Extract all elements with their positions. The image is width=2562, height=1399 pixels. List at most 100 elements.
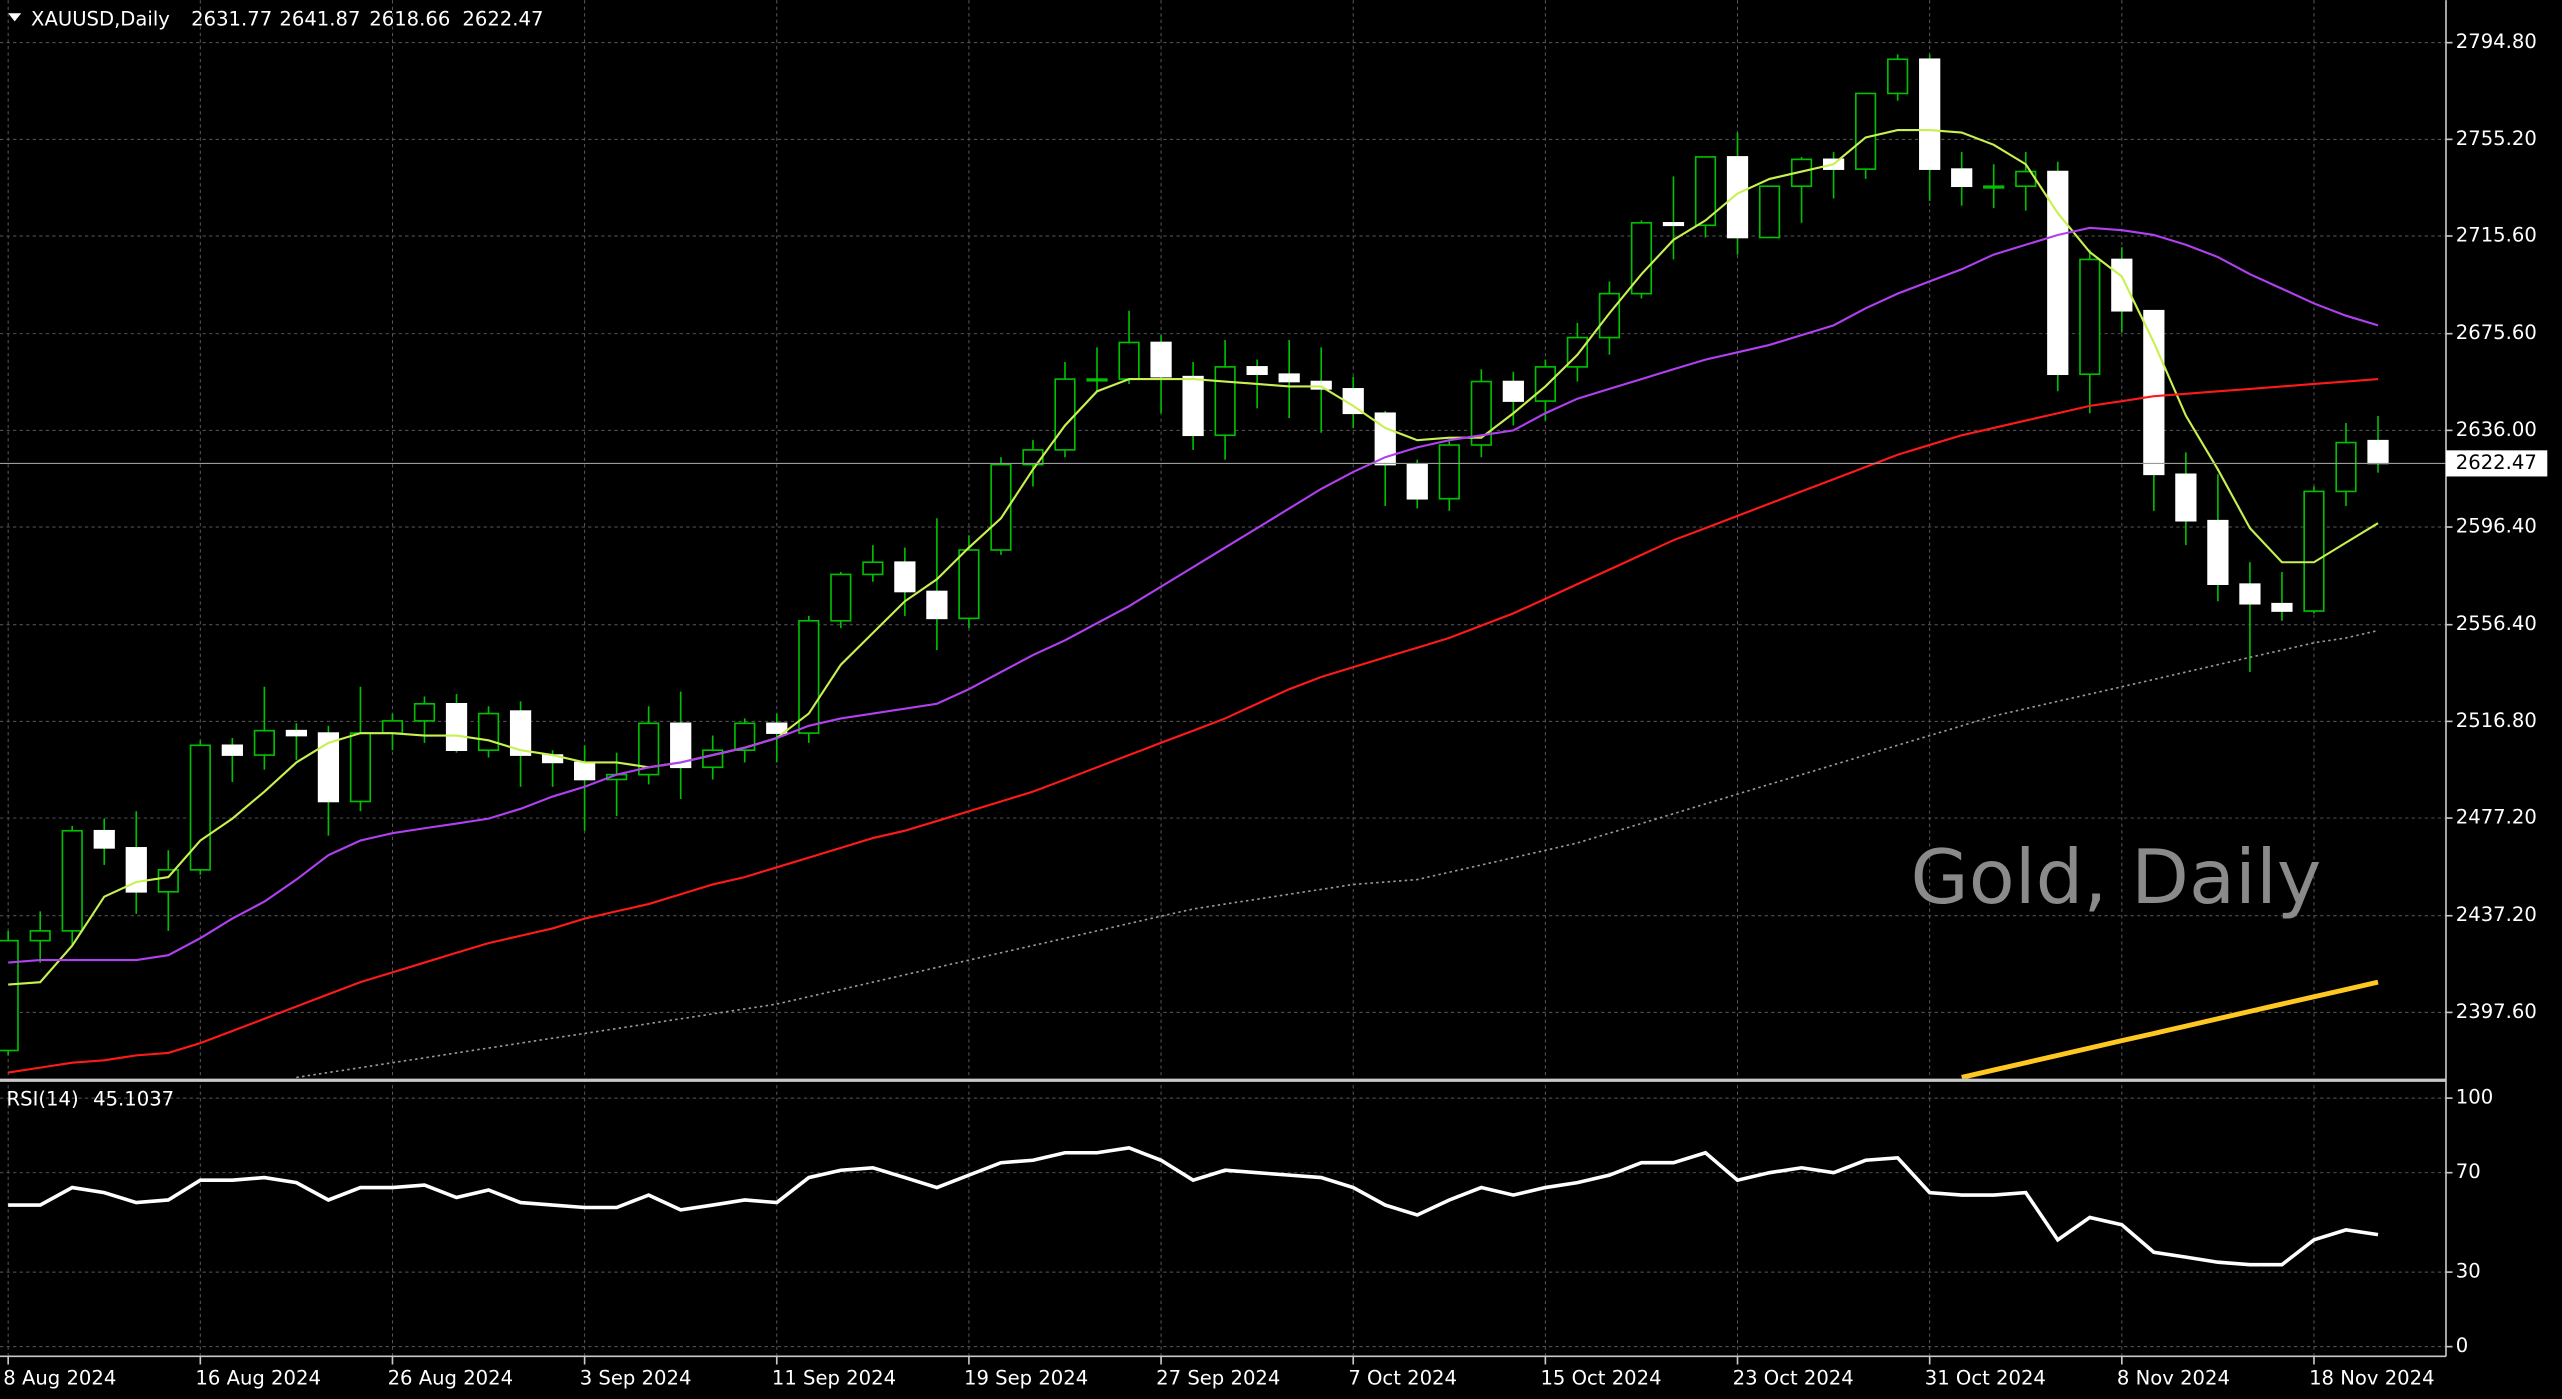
line (8, 226, 2379, 964)
y-tick-label: 100 (2456, 1086, 2493, 1109)
candle-body (958, 549, 980, 620)
y-tick-label: 2794.80 (2456, 30, 2537, 53)
watermark: Gold, Daily (1911, 833, 2322, 921)
candle-body (1182, 375, 1204, 437)
ohlc-high: 2641.87 (279, 7, 360, 30)
candle-body (2079, 258, 2101, 376)
candle-body (1470, 380, 1492, 446)
menu-arrow[interactable] (8, 13, 22, 22)
y-tick-label: 2556.40 (2456, 612, 2537, 635)
x-tick-label: 26 Aug 2024 (388, 1367, 514, 1390)
candle-body (798, 619, 820, 734)
candle-body (670, 722, 692, 769)
candle-body (381, 720, 404, 734)
y-tick-label: 2636.00 (2456, 418, 2537, 441)
candle-body (61, 829, 83, 932)
candle-body (221, 744, 243, 756)
ohlc-low: 2618.66 (369, 7, 450, 30)
y-tick-label: 30 (2456, 1260, 2481, 1283)
candle-body (1150, 341, 1172, 378)
candle-body (0, 939, 19, 1052)
x-tick-label: 16 Aug 2024 (195, 1367, 321, 1390)
candle-body (1406, 463, 1428, 500)
candle-body (189, 744, 211, 871)
candle-body (445, 702, 468, 752)
candle-body (157, 869, 179, 893)
candle-body (1086, 378, 1108, 382)
candle-body (1022, 449, 1044, 466)
candle-body (1246, 366, 1268, 376)
candle-body (2367, 439, 2389, 465)
candle-body (1951, 168, 1973, 188)
candle-body (2335, 441, 2357, 493)
candle-body (1662, 222, 1685, 227)
x-tick-label: 23 Oct 2024 (1733, 1367, 1854, 1390)
candle-body (2239, 583, 2261, 605)
price-label: 2622.47 (2456, 451, 2537, 474)
x-tick-label: 8 Aug 2024 (3, 1367, 116, 1390)
y-tick-label: 2477.20 (2456, 806, 2537, 829)
symbol: XAUUSD,Daily (31, 7, 170, 30)
candle-body (2111, 258, 2133, 312)
y-tick-label: 2715.60 (2456, 224, 2537, 247)
candle-body (734, 722, 756, 752)
candle-body (349, 732, 372, 803)
candle-body (1598, 292, 1621, 339)
x-tick-label: 27 Sep 2024 (1156, 1367, 1280, 1390)
candle-body (1502, 380, 1524, 402)
candle-body (1534, 366, 1556, 402)
candle-body (766, 722, 788, 734)
candle-body (413, 702, 436, 722)
y-tick-label: 2596.40 (2456, 515, 2537, 538)
candle-body (638, 722, 660, 776)
x-tick-label: 11 Sep 2024 (772, 1367, 896, 1390)
candle-body (2143, 309, 2165, 476)
candle-body (1758, 185, 1781, 239)
x-tick-label: 8 Nov 2024 (2117, 1367, 2230, 1390)
candle-body (1887, 58, 1909, 95)
y-tick-label: 2516.80 (2456, 709, 2537, 732)
line (296, 629, 2379, 1079)
x-tick-label: 19 Sep 2024 (964, 1367, 1088, 1390)
candle-body (573, 761, 596, 781)
candle-body (1374, 412, 1396, 466)
candle-body (29, 930, 51, 942)
candle-body (1919, 58, 1941, 170)
candle-body (1983, 185, 2005, 189)
candle-body (2303, 490, 2325, 612)
candle-body (862, 561, 884, 576)
line (8, 378, 2379, 1074)
candle-body (1214, 366, 1236, 437)
candle-body (285, 729, 308, 737)
candle-body (1118, 341, 1140, 380)
x-tick-label: 15 Oct 2024 (1540, 1367, 1661, 1390)
candle-body (1630, 222, 1653, 295)
candle-body (509, 710, 532, 756)
y-tick-label: 0 (2456, 1334, 2468, 1357)
candle-body (894, 561, 916, 593)
y-tick-label: 70 (2456, 1160, 2481, 1183)
candle-body (2207, 519, 2229, 585)
candle-body (1278, 373, 1300, 383)
x-tick-label: 7 Oct 2024 (1348, 1367, 1457, 1390)
candle-body (253, 729, 275, 756)
line (8, 129, 2379, 986)
y-tick-label: 2397.60 (2456, 1000, 2537, 1023)
candle-body (2175, 473, 2197, 522)
line (1961, 979, 2379, 1079)
grid (0, 0, 2446, 1357)
candle-body (2047, 170, 2069, 376)
candle-body (1438, 444, 1460, 500)
candle-body (830, 573, 852, 622)
price-label-box (2445, 450, 2548, 477)
candle-body (990, 463, 1012, 551)
candle-body (1726, 156, 1749, 239)
candle-body (317, 732, 340, 803)
candle-body (1054, 378, 1076, 451)
x-tick-label: 18 Nov 2024 (2309, 1367, 2435, 1390)
candle-body (926, 590, 948, 620)
candle-body (1310, 380, 1332, 390)
